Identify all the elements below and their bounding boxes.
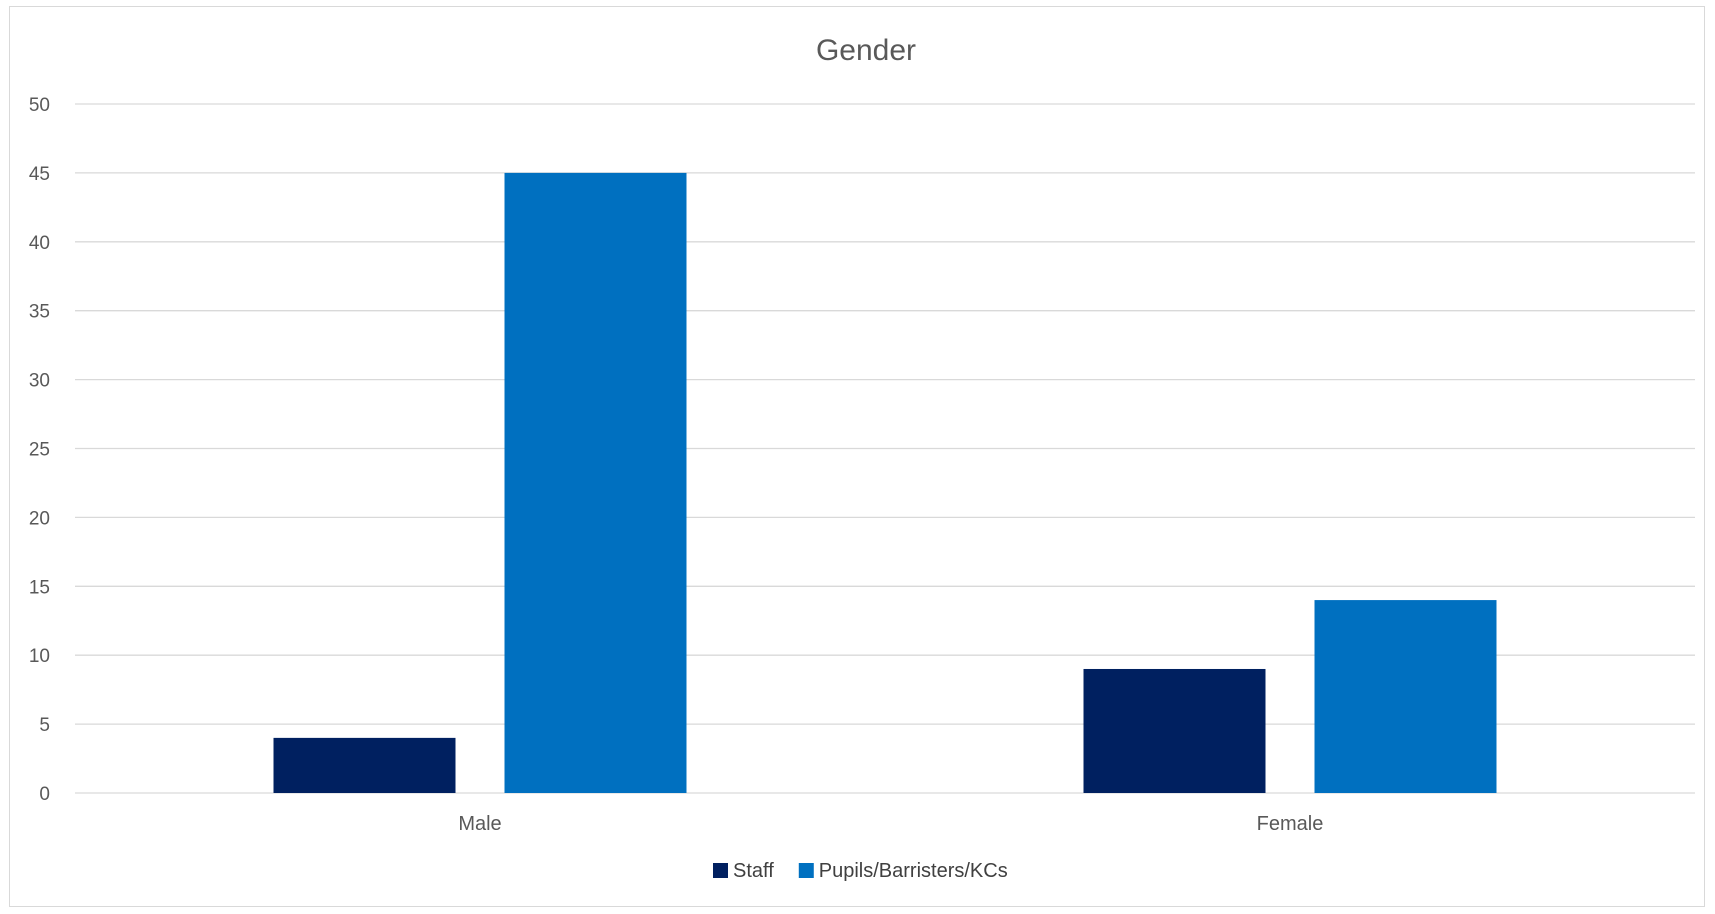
bar-staff-female (1083, 668, 1266, 793)
y-tick-label: 35 (29, 302, 50, 323)
y-tick-label: 15 (29, 577, 50, 598)
bars (273, 172, 1497, 793)
legend-swatch (798, 863, 814, 878)
legend-label: Staff (733, 860, 774, 882)
legend-label: Pupils/Barristers/KCs (819, 860, 1008, 882)
y-tick-label: 45 (29, 164, 50, 185)
chart-title: Gender (816, 34, 916, 67)
bar-staff-male (273, 737, 456, 793)
legend-item: Staff (713, 860, 774, 882)
legend-swatch (713, 863, 728, 878)
y-tick-label: 30 (29, 371, 50, 392)
x-tick-label: Male (458, 813, 501, 835)
bar-pupils-barristers-kcs-female (1314, 600, 1497, 793)
y-axis: 0 5 10 15 20 25 30 35 40 45 50 (29, 95, 50, 805)
legend: Staff Pupils/Barristers/KCs (713, 860, 1008, 882)
y-tick-label: 40 (29, 233, 50, 254)
y-tick-label: 10 (29, 646, 50, 667)
y-tick-label: 20 (29, 508, 50, 529)
y-tick-label: 0 (39, 784, 50, 805)
x-tick-label: Female (1257, 813, 1324, 835)
y-tick-label: 50 (29, 95, 50, 116)
y-tick-label: 5 (39, 715, 50, 736)
legend-item: Pupils/Barristers/KCs (798, 860, 1008, 882)
x-axis: Male Female (458, 813, 1323, 835)
bar-pupils-barristers-kcs-male (504, 172, 687, 793)
y-tick-label: 25 (29, 440, 50, 461)
